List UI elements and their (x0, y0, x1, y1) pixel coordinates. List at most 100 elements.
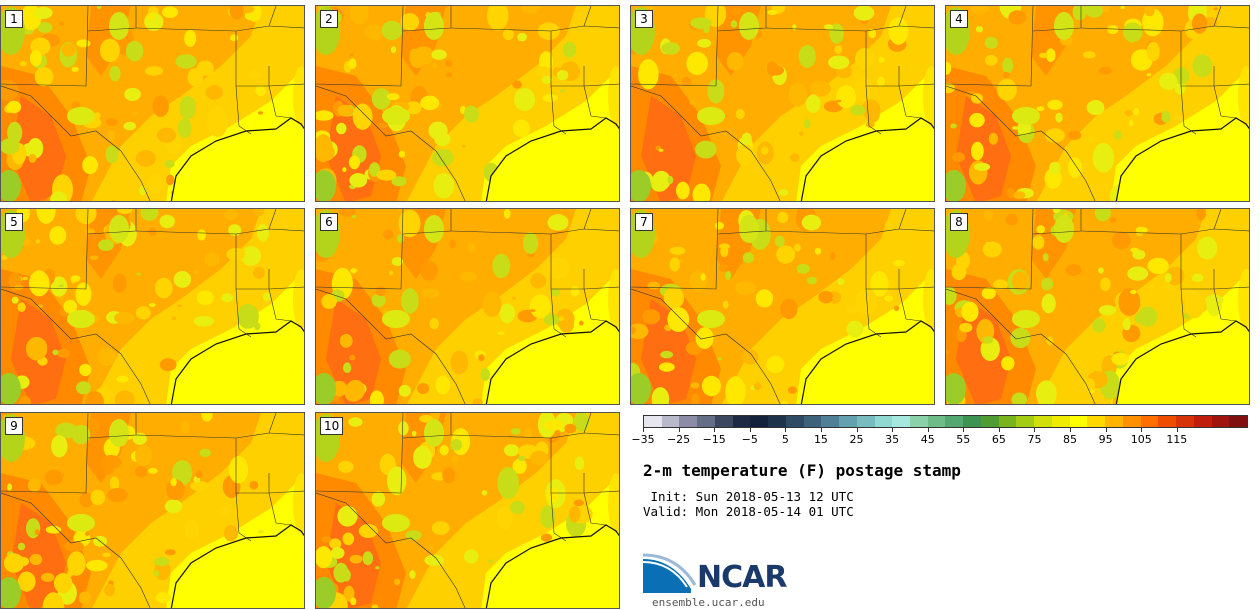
source-url: ensemble.ucar.edu (652, 596, 765, 609)
colorbar-segment (892, 416, 911, 427)
colorbar-segment (1034, 416, 1052, 427)
colorbar-segment (1158, 416, 1177, 427)
colorbar-segment (1211, 416, 1230, 427)
colorbar-segment (1087, 416, 1106, 427)
temperature-field-map (946, 209, 1249, 404)
colorbar-segment (679, 416, 698, 427)
colorbar-tick-label: −35 (631, 433, 655, 446)
colorbar-segment (1016, 416, 1035, 427)
member-label: 6 (320, 213, 338, 231)
colorbar-tick-label: 45 (920, 433, 935, 446)
colorbar-segment (998, 416, 1017, 427)
colorbar-segment (821, 416, 840, 427)
ensemble-member-panel: 1 (0, 5, 305, 202)
member-label: 8 (950, 213, 968, 231)
temperature-field-map (631, 209, 934, 404)
colorbar-segment (644, 416, 662, 427)
colorbar-tick (927, 428, 929, 432)
ensemble-member-panel: 10 (315, 412, 620, 609)
temperature-field-map (1, 209, 304, 404)
member-label: 2 (320, 10, 338, 28)
colorbar-segment (1122, 416, 1141, 427)
ensemble-member-panel: 7 (630, 208, 935, 405)
colorbar-tick (1070, 428, 1072, 432)
colorbar-segment (963, 416, 981, 427)
valid-time: Valid: Mon 2018-05-14 01 UTC (643, 504, 854, 519)
member-label: 3 (635, 10, 653, 28)
colorbar-tick-label: 105 (1130, 433, 1152, 446)
ensemble-member-panel: 5 (0, 208, 305, 405)
colorbar-tick-label: 85 (1063, 433, 1078, 446)
init-time: Init: Sun 2018-05-13 12 UTC (643, 489, 854, 504)
temperature-field-map (1, 6, 304, 201)
member-label: 4 (950, 10, 968, 28)
colorbar-tick (892, 428, 894, 432)
ensemble-member-panel: 4 (945, 5, 1250, 202)
colorbar-segment (927, 416, 946, 427)
colorbar-segment (661, 416, 680, 427)
colorbar-tick-label: 5 (781, 433, 789, 446)
colorbar-tick (1105, 428, 1107, 432)
colorbar-segment (768, 416, 786, 427)
temperature-field-map (1, 413, 304, 608)
ensemble-member-panel: 3 (630, 5, 935, 202)
temperature-field-map (316, 413, 619, 608)
colorbar-tick (1034, 428, 1036, 432)
colorbar-segment (910, 416, 928, 427)
colorbar-tick-label: 95 (1098, 433, 1113, 446)
colorbar-tick (856, 428, 858, 432)
colorbar-tick (749, 428, 751, 432)
colorbar-tick-label: −15 (702, 433, 726, 446)
temperature-field-map (316, 6, 619, 201)
member-label: 7 (635, 213, 653, 231)
colorbar-segment (1176, 416, 1194, 427)
colorbar-tick (714, 428, 716, 432)
colorbar-segment (1069, 416, 1088, 427)
colorbar-tick (1141, 428, 1143, 432)
member-label: 5 (5, 213, 23, 231)
ensemble-member-panel: 2 (315, 5, 620, 202)
colorbar-segment (732, 416, 751, 427)
ensemble-member-panel: 6 (315, 208, 620, 405)
colorbar-tick-label: 115 (1166, 433, 1188, 446)
colorbar-tick-label: 25 (849, 433, 864, 446)
colorbar-segment (856, 416, 875, 427)
colorbar-tick-label: 65 (991, 433, 1006, 446)
ncar-logo-icon (643, 553, 697, 593)
colorbar-tick-label: −5 (741, 433, 758, 446)
colorbar-segment (1229, 416, 1247, 427)
ensemble-member-panel: 9 (0, 412, 305, 609)
colorbar-ticks: −35 −25 −15 −5 5 15 25 35 45 55 65 75 85 95 105 115 (631, 428, 1248, 448)
colorbar-segment (803, 416, 822, 427)
colorbar-tick (820, 428, 822, 432)
colorbar-segment (697, 416, 715, 427)
colorbar-segment (1105, 416, 1123, 427)
colorbar-tick (963, 428, 965, 432)
colorbar-tick (998, 428, 1000, 432)
colorbar-segment (714, 416, 733, 427)
colorbar-segment (1140, 416, 1159, 427)
colorbar-segment (839, 416, 857, 427)
temperature-field-map (631, 6, 934, 201)
plot-title: 2-m temperature (F) postage stamp (643, 461, 961, 480)
colorbar-segment (750, 416, 769, 427)
colorbar-segment (874, 416, 893, 427)
colorbar-tick (678, 428, 680, 432)
ncar-logo-text: NCAR (697, 560, 787, 595)
ensemble-member-panel: 8 (945, 208, 1250, 405)
colorbar-segment (1051, 416, 1070, 427)
colorbar-tick-label: 75 (1027, 433, 1042, 446)
temperature-field-map (316, 209, 619, 404)
colorbar-segment (945, 416, 964, 427)
colorbar-tick-label: 35 (885, 433, 900, 446)
temperature-field-map (946, 6, 1249, 201)
colorbar-segment (1193, 416, 1212, 427)
colorbar-tick-label: −25 (666, 433, 691, 446)
temperature-colorbar (643, 415, 1248, 428)
colorbar-tick-label: 55 (956, 433, 971, 446)
member-label: 9 (5, 417, 23, 435)
colorbar-tick (643, 428, 644, 432)
colorbar-tick-label: 15 (813, 433, 828, 446)
member-label: 10 (320, 417, 344, 435)
colorbar-tick (785, 428, 787, 432)
